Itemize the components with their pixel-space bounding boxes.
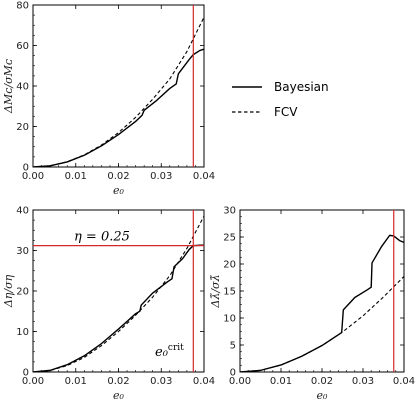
y-tick-label: 10 bbox=[223, 314, 236, 325]
annotation-superscript: crit bbox=[168, 343, 184, 353]
x-tick-label: 0.00 bbox=[22, 171, 44, 182]
x-axis-label: e₀ bbox=[113, 184, 125, 197]
x-axis-label: e₀ bbox=[113, 389, 125, 402]
y-tick-label: 5 bbox=[230, 341, 236, 352]
legend-label-fcv: FCV bbox=[274, 105, 298, 119]
legend: Bayesian FCV bbox=[232, 80, 329, 119]
x-tick-label: 0.02 bbox=[107, 171, 129, 182]
y-axis-label: ΔMᴄ/σMᴄ bbox=[2, 59, 15, 114]
y-tick-label: 20 bbox=[16, 122, 29, 133]
annotation-eta: η = 0.25 bbox=[74, 230, 130, 245]
y-axis-label: Δη/ση bbox=[2, 274, 15, 308]
x-tick-label: 0.03 bbox=[352, 376, 374, 387]
panel-top-left: 0.00 0.01 0.02 0.03 0.04 0 20 40 60 80 e₀ ΔMᴄ/σMᴄ bbox=[2, 1, 215, 198]
plot-area bbox=[33, 215, 204, 372]
y-tick-label: 80 bbox=[16, 1, 29, 12]
plot-frame bbox=[32, 4, 205, 168]
x-tick-label: 0.04 bbox=[193, 376, 215, 387]
y-tick-label: 30 bbox=[16, 246, 29, 257]
series-line-bayesian bbox=[240, 234, 404, 372]
y-tick-label: 15 bbox=[223, 287, 236, 298]
y-tick-label: 60 bbox=[16, 41, 29, 52]
series-line-fcv bbox=[33, 16, 204, 167]
y-tick-label: 0 bbox=[230, 368, 236, 379]
annotation-e0-crit: e₀crit bbox=[155, 343, 184, 360]
plot-frame bbox=[239, 209, 405, 373]
y-tick-label: 20 bbox=[16, 287, 29, 298]
x-tick-label: 0.02 bbox=[107, 376, 129, 387]
x-tick-label: 0.04 bbox=[193, 171, 215, 182]
plot-area bbox=[33, 16, 204, 167]
x-tick-label: 0.03 bbox=[150, 171, 172, 182]
y-tick-label: 0 bbox=[23, 163, 29, 174]
x-axis-label: e₀ bbox=[317, 389, 329, 402]
y-tick-label: 10 bbox=[16, 327, 29, 338]
y-tick-label: 30 bbox=[223, 206, 236, 217]
y-tick-label: 40 bbox=[16, 82, 29, 93]
series-line-fcv bbox=[33, 215, 204, 372]
x-tick-label: 0.02 bbox=[311, 376, 333, 387]
series-line-bayesian bbox=[33, 244, 204, 372]
x-tick-label: 0.01 bbox=[65, 171, 87, 182]
panel-bottom-right: 0.00 0.01 0.02 0.03 0.04 0 5 10 15 20 25 30 e₀ Δλ̃/σλ… bbox=[209, 206, 415, 403]
x-tick-label: 0.01 bbox=[270, 376, 292, 387]
y-tick-label: 0 bbox=[23, 368, 29, 379]
series-line-fcv bbox=[240, 276, 404, 372]
series-line-bayesian bbox=[33, 48, 204, 167]
legend-label-bayesian: Bayesian bbox=[274, 80, 329, 94]
x-tick-label: 0.04 bbox=[393, 376, 415, 387]
plot-area bbox=[240, 234, 404, 372]
x-tick-label: 0.00 bbox=[22, 376, 44, 387]
x-tick-label: 0.00 bbox=[229, 376, 251, 387]
x-tick-label: 0.01 bbox=[65, 376, 87, 387]
y-tick-label: 20 bbox=[223, 260, 236, 271]
y-tick-label: 25 bbox=[223, 233, 236, 244]
y-tick-label: 40 bbox=[16, 206, 29, 217]
x-tick-label: 0.03 bbox=[150, 376, 172, 387]
y-axis-label: Δλ̃/σλ̃ bbox=[209, 274, 222, 308]
